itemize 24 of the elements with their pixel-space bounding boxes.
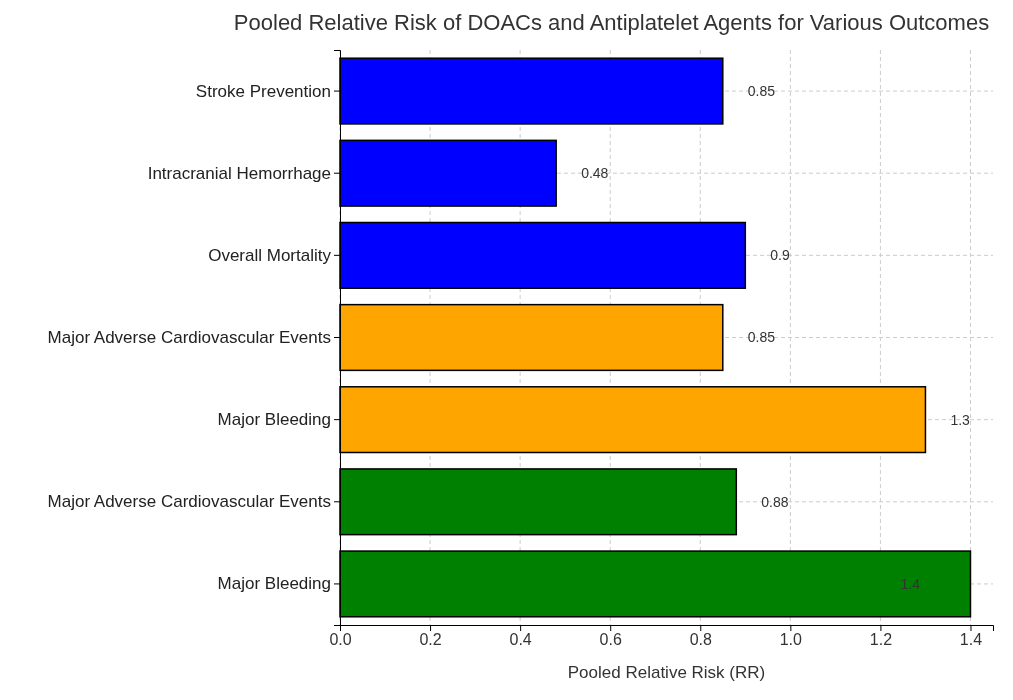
chart-title: Pooled Relative Risk of DOACs and Antiplatelet Agents for Various Outcomes bbox=[233, 10, 990, 35]
data-label: 0.85 bbox=[747, 329, 776, 346]
x-tick-label: 0.4 bbox=[509, 631, 532, 649]
y-tick-label: Stroke Prevention bbox=[195, 81, 331, 101]
data-label: 1.3 bbox=[950, 411, 971, 428]
x-tick-label: 0.2 bbox=[419, 631, 442, 649]
x-tick-label: 1.2 bbox=[869, 631, 893, 649]
x-tick-label: 0.6 bbox=[599, 631, 622, 649]
data-label: 1.4 bbox=[900, 575, 921, 592]
y-tick-label: Major Adverse Cardiovascular Events bbox=[47, 492, 331, 512]
x-tick-label: 1.4 bbox=[959, 631, 983, 649]
y-tick-label: Overall Mortality bbox=[208, 245, 332, 265]
x-tick-label: 0.0 bbox=[329, 631, 352, 649]
data-label: 0.85 bbox=[747, 82, 776, 99]
x-tick-label: 1.0 bbox=[779, 631, 803, 649]
y-tick-label: Major Bleeding bbox=[217, 410, 331, 430]
data-label: 0.9 bbox=[770, 247, 790, 264]
y-tick-label: Major Bleeding bbox=[217, 574, 331, 594]
x-axis-title: Pooled Relative Risk (RR) bbox=[567, 663, 766, 682]
y-tick-label: Intracranial Hemorrhage bbox=[147, 163, 331, 183]
y-tick-label: Major Adverse Cardiovascular Events bbox=[47, 327, 331, 347]
x-tick-label: 0.8 bbox=[689, 631, 712, 649]
data-label: 0.88 bbox=[761, 493, 789, 510]
data-label: 0.48 bbox=[581, 165, 609, 182]
